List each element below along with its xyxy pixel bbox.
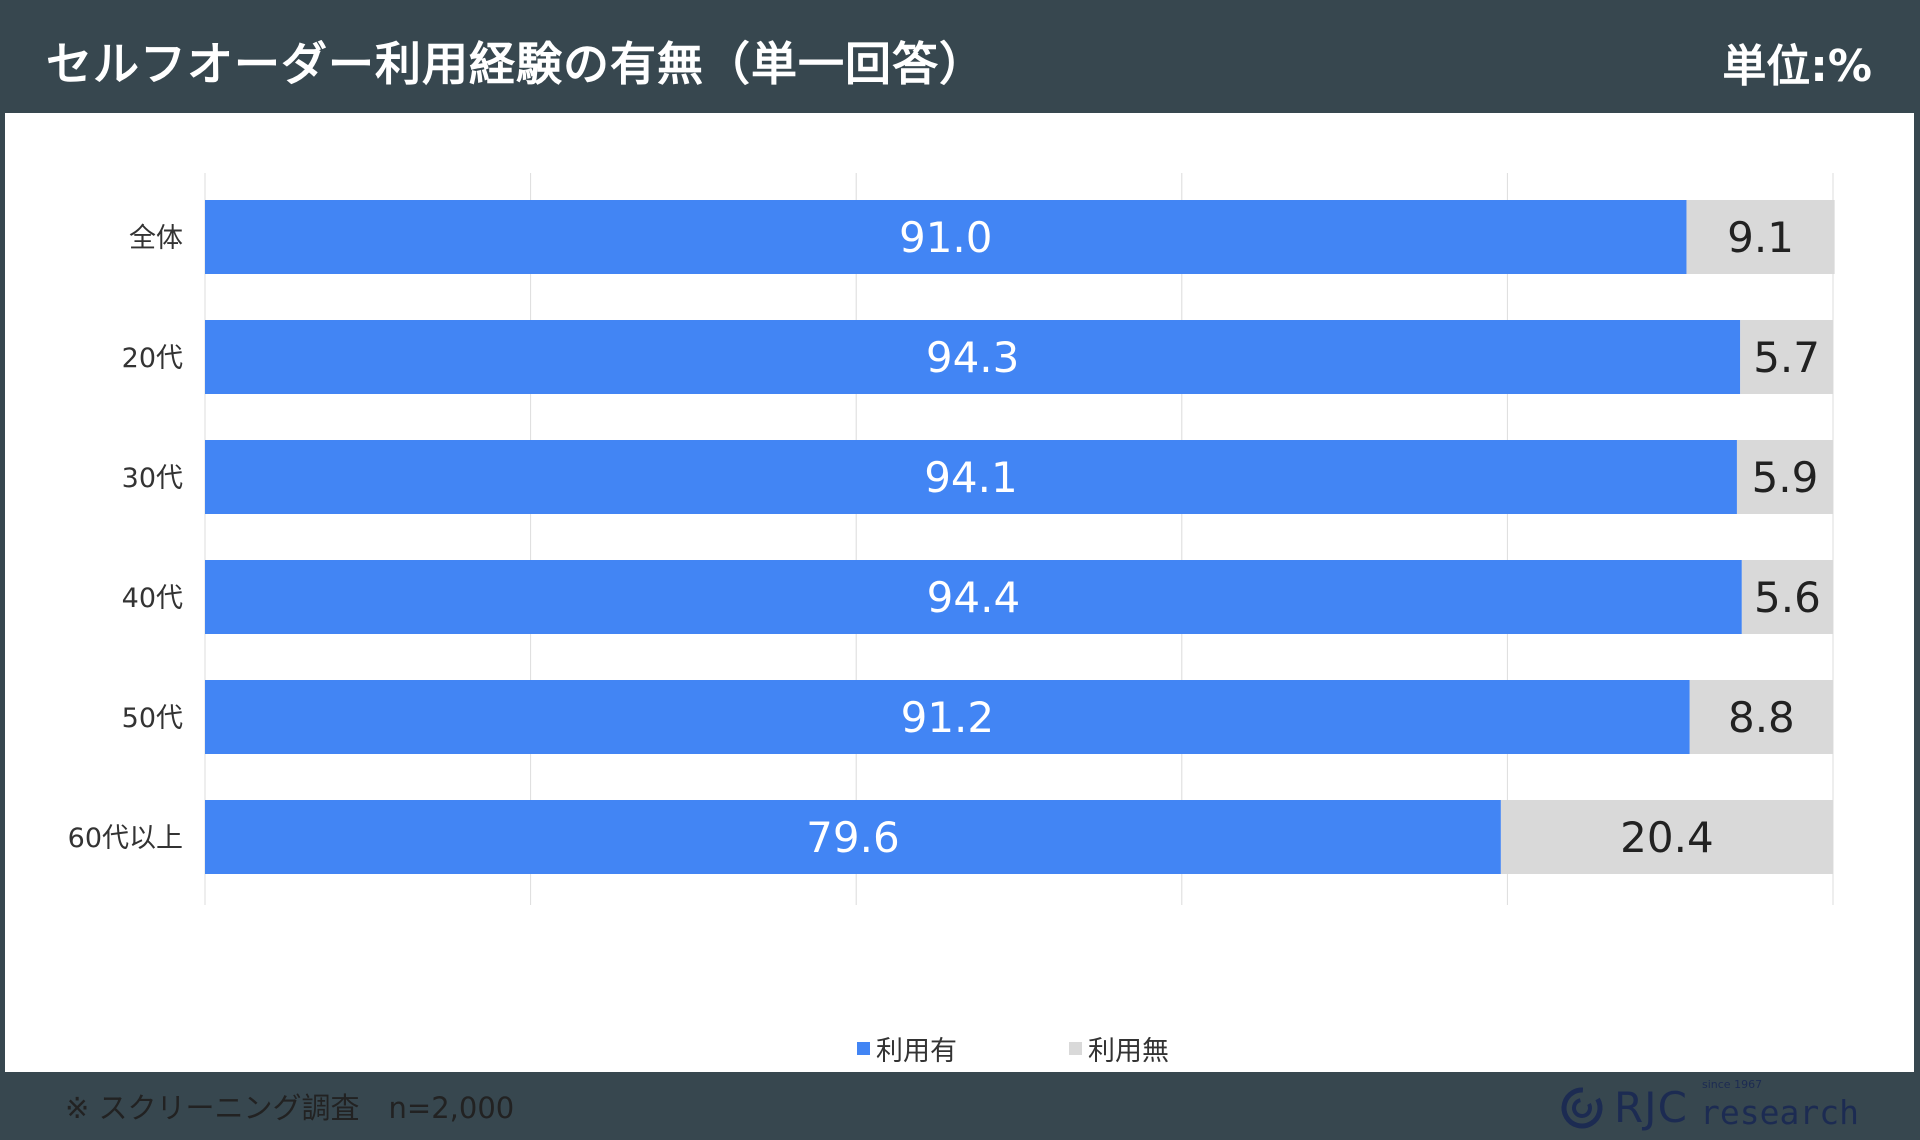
category-label: 50代 [122, 703, 183, 734]
bar-used [205, 440, 1737, 514]
data-label: 9.1 [1727, 213, 1794, 262]
bar-not-used [1686, 200, 1835, 274]
data-label: 20.4 [1620, 813, 1714, 862]
company-logo: RJC since 1967 research [1558, 1076, 1859, 1140]
bar-used [205, 680, 1690, 754]
data-label: 5.9 [1752, 453, 1819, 502]
legend-label: 利用有 [876, 1035, 957, 1067]
data-label: 79.6 [806, 813, 900, 862]
legend-item: 利用無 [1069, 1029, 1169, 1068]
data-label: 5.7 [1753, 333, 1820, 382]
data-label: 91.2 [901, 693, 995, 742]
logo-word: research [1700, 1093, 1859, 1132]
category-label: 全体 [129, 223, 183, 254]
data-label: 94.4 [927, 573, 1021, 622]
logo-since: since 1967 [1702, 1078, 1763, 1091]
legend-swatch [1069, 1041, 1082, 1055]
header-bar: セルフオーダー利用経験の有無（単一回答） 単位:% [0, 0, 1920, 113]
bar-used [205, 800, 1501, 874]
data-label: 8.8 [1728, 693, 1795, 742]
legend-item: 利用有 [857, 1029, 957, 1068]
bar-chart: 全体 91.0 9.1 20代 94.3 5.7 30代 94.1 5.9 40代 94.4 5.6 5… [68, 173, 1835, 905]
category-label: 20代 [122, 343, 183, 374]
data-label: 91.0 [899, 213, 993, 262]
data-label: 94.3 [926, 333, 1020, 382]
legend-swatch [857, 1041, 870, 1055]
bar-not-used [1740, 320, 1833, 394]
page-title: セルフオーダー利用経験の有無（単一回答） [46, 37, 986, 91]
legend-label: 利用無 [1088, 1035, 1169, 1067]
bar-not-used [1689, 680, 1833, 754]
chart-panel: 全体 91.0 9.1 20代 94.3 5.7 30代 94.1 5.9 40代 94.4 5.6 5… [5, 113, 1914, 1132]
bar-used [205, 560, 1742, 634]
data-label: 94.1 [924, 453, 1018, 502]
category-label: 40代 [122, 583, 183, 614]
unit-label: 単位:% [1722, 41, 1872, 92]
category-label: 30代 [122, 463, 183, 494]
bar-used [205, 320, 1741, 394]
logo-ring-icon [1561, 1087, 1603, 1129]
bar-not-used [1500, 800, 1833, 874]
logo-brand: RJC [1614, 1083, 1688, 1132]
bar-not-used [1741, 560, 1833, 634]
chart-legend: 利用有 利用無 [5, 1028, 1914, 1068]
category-label: 60代以上 [68, 823, 183, 854]
footnote: ※ スクリーニング調査 n=2,000 [65, 1091, 515, 1125]
bar-not-used [1736, 440, 1833, 514]
data-label: 5.6 [1754, 573, 1821, 622]
bar-used [205, 200, 1687, 274]
